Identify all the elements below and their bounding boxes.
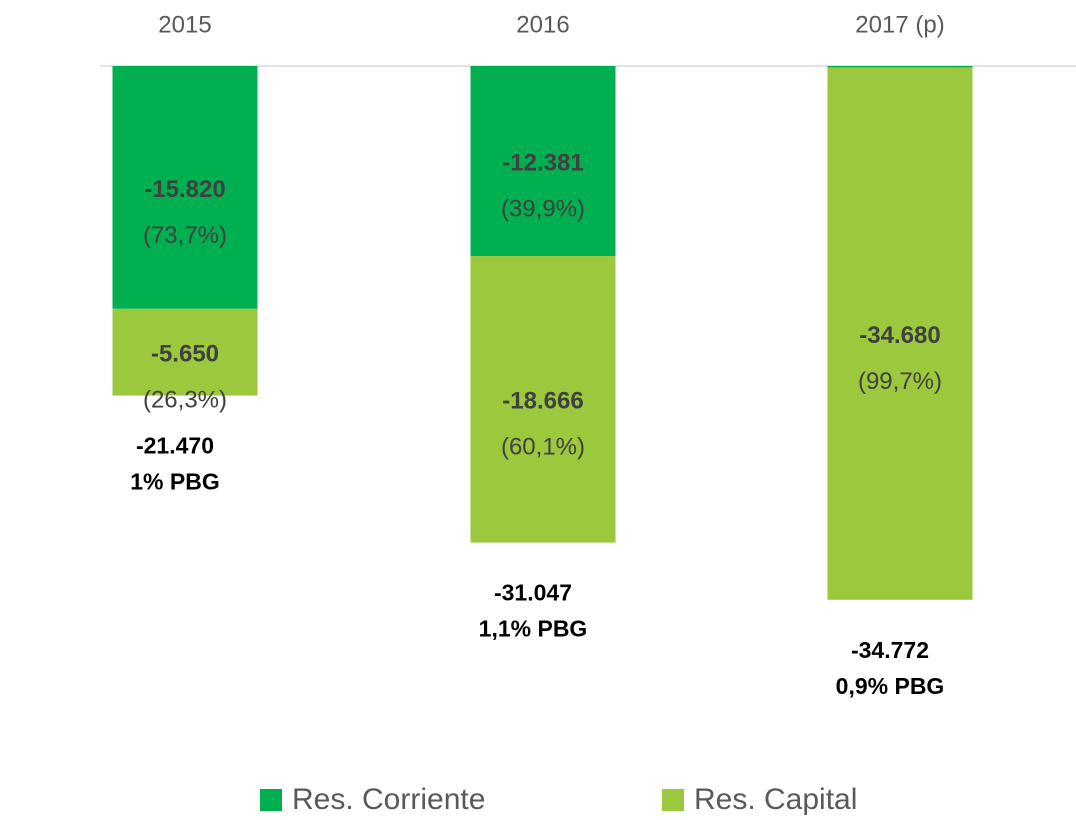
pbg-label: 1% PBG <box>130 469 219 495</box>
percent-label: (73,7%) <box>143 222 227 249</box>
bar-segment <box>827 66 973 68</box>
category-label: 2015 <box>158 11 211 38</box>
legend-label: Res. Corriente <box>292 783 485 816</box>
total-label: -34.772 <box>851 637 929 663</box>
bar-segment <box>470 256 616 543</box>
bar-segment <box>470 66 616 257</box>
pbg-label: 0,9% PBG <box>836 673 945 699</box>
legend-label: Res. Capital <box>694 783 857 816</box>
bar-segment <box>112 308 258 396</box>
legend-swatch <box>662 789 684 811</box>
percent-label: (26,3%) <box>143 387 227 414</box>
bar-segment <box>827 67 973 600</box>
percent-label: (39,9%) <box>501 195 585 222</box>
value-label: -18.666 <box>502 388 583 415</box>
total-label: -21.470 <box>136 433 214 459</box>
bar-segment <box>112 66 258 309</box>
value-label: -34.680 <box>859 322 940 349</box>
category-label: 2017 (p) <box>855 11 944 38</box>
percent-label: (99,7%) <box>858 368 942 395</box>
legend-swatch <box>260 789 282 811</box>
pbg-label: 1,1% PBG <box>479 616 588 642</box>
value-label: -12.381 <box>502 149 583 176</box>
total-label: -31.047 <box>494 580 572 606</box>
category-label: 2016 <box>516 11 569 38</box>
value-label: -5.650 <box>151 341 219 368</box>
percent-label: (60,1%) <box>501 434 585 461</box>
value-label: -15.820 <box>144 176 225 203</box>
